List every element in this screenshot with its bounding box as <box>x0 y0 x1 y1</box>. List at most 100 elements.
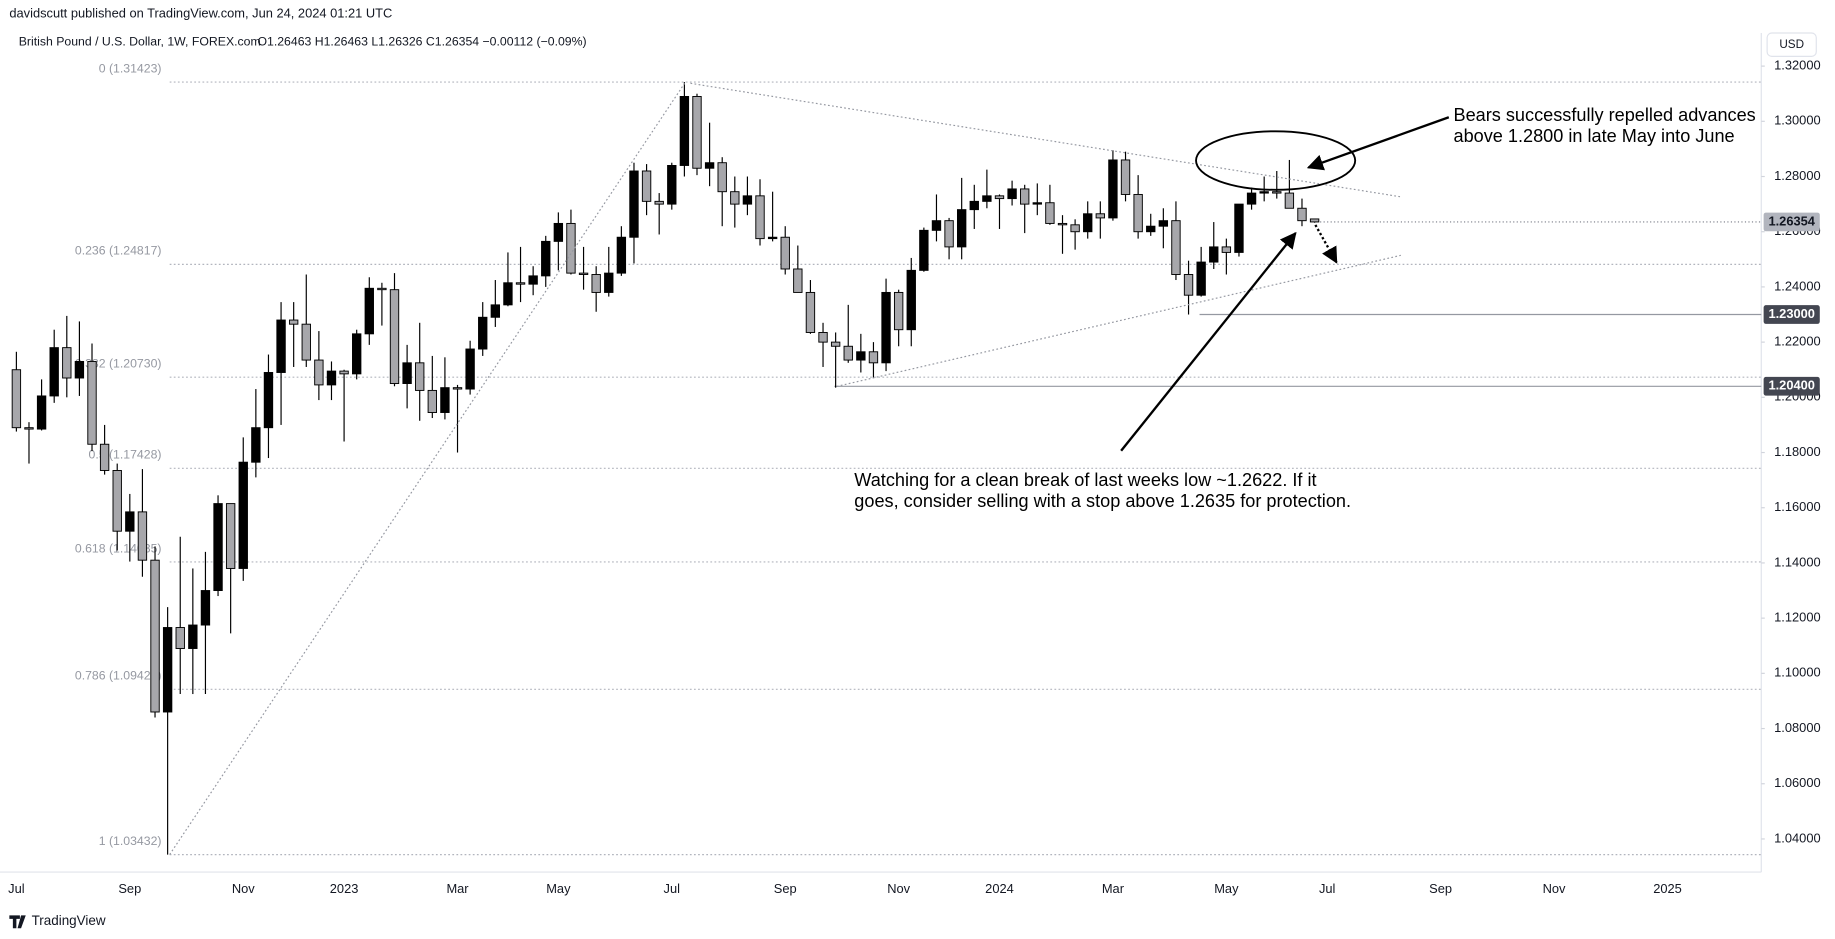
x-tick-label: Mar <box>1102 881 1125 896</box>
x-tick-label: Jul <box>1319 881 1335 896</box>
x-tick-label: Nov <box>887 881 910 896</box>
candle-body <box>679 96 690 166</box>
x-tick-label: Sep <box>1429 881 1452 896</box>
candle-body <box>1196 261 1206 296</box>
candle-body <box>87 360 97 445</box>
y-tick-label: 1.16000 <box>1774 499 1820 514</box>
trendline-upper <box>690 82 1401 198</box>
y-tick-label: 1.28000 <box>1774 168 1820 183</box>
candle-body <box>1095 213 1106 219</box>
annotation: Bears successfully repelled advances <box>1453 105 1755 125</box>
y-tick-label: 1.30000 <box>1774 113 1820 128</box>
plot: 1.04000 1.06000 1.08000 1.10000 1.12000 1.140… <box>8 58 1820 897</box>
candle-body <box>503 282 513 306</box>
candle-body <box>793 268 803 293</box>
candle-body <box>982 195 992 202</box>
arrow <box>1306 116 1450 171</box>
candle-body <box>1183 274 1194 296</box>
candle-body <box>629 170 639 238</box>
x-tick-label: Sep <box>118 881 141 896</box>
price-label-box <box>1763 305 1820 324</box>
candle-body <box>541 240 551 277</box>
candle-body <box>604 272 614 293</box>
candle-body <box>175 627 185 649</box>
y-tick-label: 1.22000 <box>1774 334 1820 349</box>
x-tick-label: Mar <box>446 881 469 896</box>
annotation: Watching for a clean break of last weeks… <box>854 470 1316 490</box>
candle-body <box>528 275 538 285</box>
candle-body <box>553 222 564 242</box>
y-tick-label: 1.24000 <box>1774 278 1820 293</box>
y-tick-label: 1.32000 <box>1774 58 1820 73</box>
candle-body <box>994 195 1005 200</box>
fib-label: 0.5 (1.17428) <box>89 448 162 462</box>
candle-body <box>377 287 387 291</box>
x-tick-label: Sep <box>774 881 797 896</box>
candle-body <box>263 372 274 429</box>
candle-body <box>1020 188 1030 205</box>
candle-body <box>717 162 727 193</box>
candle-body <box>1171 220 1181 275</box>
candle-body <box>478 316 488 350</box>
candle-body <box>251 427 261 463</box>
y-tick-label: 1.12000 <box>1774 610 1820 625</box>
x-tick-label: 2025 <box>1653 881 1682 896</box>
x-tick-label: May <box>1214 881 1239 896</box>
y-tick-label: 1.10000 <box>1774 665 1820 680</box>
candle-body <box>1272 191 1282 194</box>
symbol-title: British Pound / U.S. Dollar, 1W, FOREX.c… <box>19 35 261 49</box>
fib-label: 1 (1.03432) <box>99 834 162 848</box>
annotation: goes, consider selling with a stop above… <box>854 491 1351 511</box>
candle-body <box>1133 193 1143 233</box>
candle-body <box>326 370 337 386</box>
candle-body <box>49 347 59 397</box>
candle-body <box>427 389 437 413</box>
candle-body <box>490 304 501 318</box>
candle-body <box>188 624 198 649</box>
candle-body <box>805 291 816 333</box>
currency[interactable]: USD <box>1779 38 1804 51</box>
candle-body <box>389 289 400 384</box>
currency-box[interactable] <box>1766 32 1817 57</box>
candle-body <box>667 165 677 205</box>
candle-body <box>919 229 929 271</box>
candle-body <box>1158 220 1169 227</box>
candle-body <box>1057 222 1068 226</box>
ohlc-readout: O1.26463 H1.26463 L1.26326 C1.26354 −0.0… <box>257 35 586 49</box>
fib-label: 0.236 (1.24817) <box>75 244 162 258</box>
y-tick-label: 1.04000 <box>1774 830 1820 845</box>
candle-body <box>1108 159 1118 219</box>
candle-body <box>730 191 740 205</box>
logo-icon <box>9 915 26 929</box>
candle-body <box>36 395 47 430</box>
candle-body <box>150 559 160 713</box>
x-tick-label: May <box>546 881 571 896</box>
candle-body <box>137 511 148 561</box>
candle-body <box>112 470 122 532</box>
candle-body <box>755 195 765 240</box>
candle-body <box>1083 213 1093 233</box>
price-label: 1.20400 <box>1768 378 1814 393</box>
candle-body <box>591 274 601 293</box>
candle-body <box>213 503 223 592</box>
last-price-label: 1.26354 <box>1768 213 1815 228</box>
candle-body <box>818 331 828 343</box>
candle-body <box>301 323 311 361</box>
candle-body <box>1221 246 1232 253</box>
candle-body <box>969 200 979 211</box>
y-tick-label: 1.08000 <box>1774 720 1820 735</box>
candle-body <box>74 360 85 379</box>
candle-body <box>868 351 879 364</box>
candle-body <box>566 222 576 274</box>
candle-body <box>906 269 916 331</box>
candle-body <box>288 319 299 325</box>
x-tick-label: 2023 <box>330 881 359 896</box>
candle-body <box>1045 202 1055 224</box>
x-tick-label: Nov <box>1543 881 1566 896</box>
candle-body <box>578 272 589 275</box>
candle-body <box>1146 225 1156 233</box>
candle-body <box>125 511 135 532</box>
x-tick-label: Nov <box>232 881 255 896</box>
